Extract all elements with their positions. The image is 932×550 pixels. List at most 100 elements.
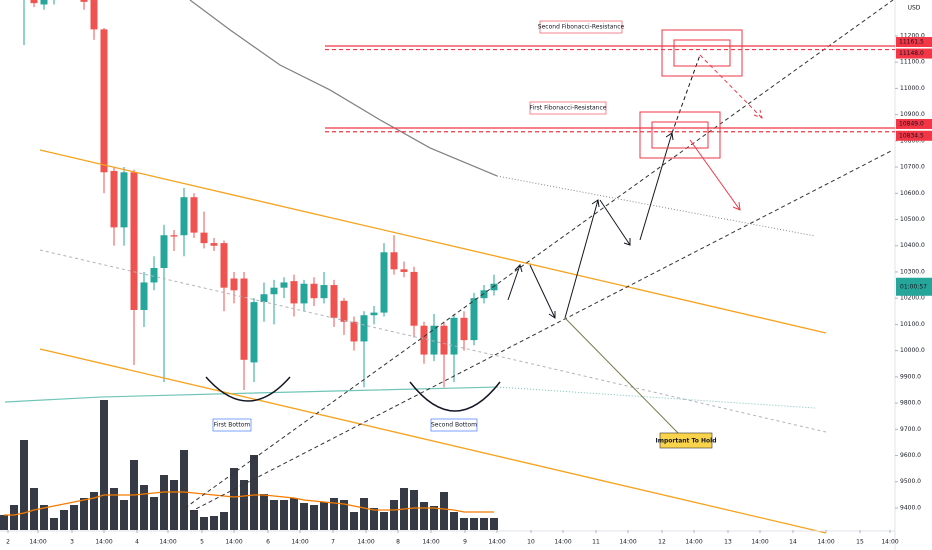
candle-body [430, 325, 438, 355]
x-tick-label: 7 [331, 539, 335, 546]
volume-bar [450, 512, 458, 530]
volume-bar [250, 455, 258, 530]
red-arrow [689, 139, 741, 211]
volume-bar [460, 518, 468, 530]
x-tick-label: 8 [396, 539, 400, 546]
price-label: 11148.0 [899, 50, 924, 57]
volume-bar [0, 515, 8, 530]
path-arrow [671, 54, 701, 134]
volume-bar [480, 518, 488, 530]
y-tick-label: 9900.0 [900, 373, 921, 380]
price-box [896, 48, 932, 59]
price-label: 10849.0 [899, 120, 924, 127]
price-box [896, 118, 932, 129]
price-label: 11161.5 [899, 39, 924, 46]
candle-body [300, 283, 308, 304]
candle-body [420, 325, 428, 355]
y-tick-label: 10600.0 [900, 190, 925, 197]
candle-body [30, 0, 38, 4]
label-box [659, 432, 713, 449]
volume-bar [210, 516, 218, 530]
volume-bar [310, 505, 318, 530]
candle-body [210, 243, 218, 246]
x-tick-label: 14:00 [685, 539, 702, 546]
volume-bar [190, 510, 198, 530]
volume-bar [170, 480, 178, 530]
volume-bar [270, 500, 278, 530]
candle-body [170, 235, 178, 237]
x-tick-label: 11 [592, 539, 600, 546]
candle-body [440, 325, 448, 355]
volume-bar [440, 492, 448, 530]
x-tick-label: 14:00 [881, 539, 898, 546]
price-label: 10834.5 [899, 132, 924, 139]
volume-bar [230, 468, 238, 530]
annotation: Important To Hold [655, 438, 716, 445]
label-box [212, 418, 252, 432]
volume-bar [110, 488, 118, 530]
volume-bar [160, 475, 168, 530]
volume-bar [470, 518, 478, 530]
volume-bar [420, 502, 428, 530]
y-tick-label: 10400.0 [900, 242, 925, 249]
volume-bar [150, 497, 158, 530]
level-title: Second Fibonacci-Resistance [538, 24, 625, 31]
y-tick-label: 9800.0 [900, 400, 921, 407]
volume-bar [180, 450, 188, 530]
y-tick-label: 10200.0 [900, 295, 925, 302]
x-tick-label: 14:00 [422, 539, 439, 546]
y-tick-label: 9700.0 [900, 426, 921, 433]
x-tick-label: 3 [70, 539, 74, 546]
price-box [896, 37, 932, 48]
volume-bar [430, 506, 438, 530]
x-tick-label: 14:00 [29, 539, 46, 546]
candle-body [290, 281, 298, 304]
channel-upper [39, 149, 827, 334]
volume-bar [350, 512, 358, 530]
candle-body [200, 232, 208, 244]
x-tick-label: 13 [724, 539, 732, 546]
candle-body [380, 252, 388, 313]
volume-bar [370, 508, 378, 530]
channel-mid [39, 249, 827, 433]
volume-bar [50, 518, 58, 530]
y-tick-label: 9500.0 [900, 478, 921, 485]
bottom-arc [409, 381, 501, 412]
x-tick-label: 14 [789, 539, 797, 546]
candle-body [150, 268, 158, 283]
volume-bar [260, 494, 268, 530]
volume-bar [380, 512, 388, 530]
plot [0, 0, 498, 530]
annotation: First Bottom [214, 422, 251, 429]
x-tick-label: 10 [527, 539, 535, 546]
x-tick-label: 14:00 [751, 539, 768, 546]
x-tick-label: 14:00 [291, 539, 308, 546]
candle-body [220, 243, 228, 288]
target-box [673, 39, 731, 67]
x-tick-label: 14:00 [357, 539, 374, 546]
volume-bar [60, 510, 68, 530]
ma-projection [496, 386, 816, 409]
candle-body [240, 278, 248, 360]
y-tick-label: 11100.0 [900, 59, 925, 66]
target-box [661, 29, 743, 77]
candle-body [40, 0, 48, 5]
x-tick-label: 14:00 [95, 539, 112, 546]
volume-bar [200, 517, 208, 530]
x-tick-label: 14:00 [817, 539, 834, 546]
y-tick-label: 10800.0 [900, 137, 925, 144]
x-tick-label: 9 [463, 539, 467, 546]
trend-dashed [184, 0, 894, 509]
volume-ma [4, 491, 494, 516]
candle-body [160, 235, 168, 269]
candle-body [320, 285, 328, 299]
x-tick-label: 12 [658, 539, 666, 546]
candle-body [80, 0, 88, 2]
volume-bar [80, 498, 88, 530]
y-tick-label: 10900.0 [900, 111, 925, 118]
candle-body [390, 252, 398, 270]
label-box [539, 20, 623, 34]
moving-average [189, 0, 498, 177]
label-box [430, 418, 478, 432]
candle-body [410, 271, 418, 326]
